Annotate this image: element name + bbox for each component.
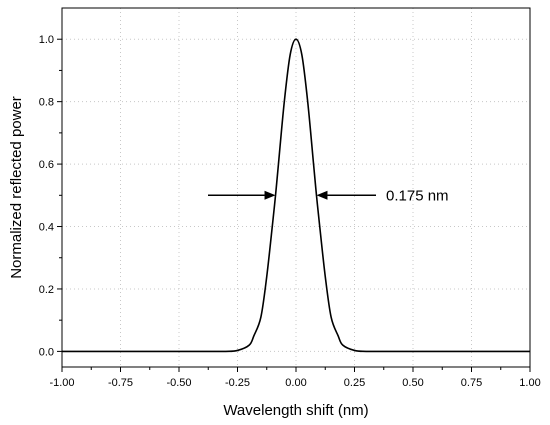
axis-ticks: -1.00 -0.75 -0.50 -0.25 0.00 0.25 0.50 0.75 1.00…: [39, 34, 541, 389]
annotation-fwhm-label: 0.175 nm: [386, 187, 449, 204]
annotation-layer: 0.175 nm: [208, 187, 449, 204]
y-tick-label: 0.4: [39, 222, 54, 234]
x-tick-label: -0.75: [108, 377, 133, 389]
x-tick-label: 1.00: [519, 377, 540, 389]
series-line: [62, 38, 530, 353]
y-tick-label: 0.2: [39, 284, 54, 296]
x-tick-label: 0.00: [285, 377, 306, 389]
x-tick-label: -0.50: [166, 377, 191, 389]
x-tick-label: 0.75: [461, 377, 482, 389]
x-axis-title: Wavelength shift (nm): [223, 402, 368, 419]
x-tick-label: -0.25: [225, 377, 250, 389]
plot-frame: [61, 7, 531, 368]
y-tick-label: 0.0: [39, 346, 54, 358]
annotation-left-arrowhead: [264, 190, 276, 200]
x-tick-label: 0.50: [402, 377, 423, 389]
y-tick-label: 0.6: [39, 159, 54, 171]
y-tick-label: 0.8: [39, 97, 54, 109]
y-axis-title: Normalized reflected power: [8, 96, 25, 279]
series-layer: [62, 38, 530, 353]
x-tick-label: 0.25: [344, 377, 365, 389]
grid: [62, 8, 530, 367]
y-tick-label: 1.0: [39, 34, 54, 46]
annotation-right-arrowhead: [316, 190, 328, 200]
x-tick-label: -1.00: [49, 377, 74, 389]
